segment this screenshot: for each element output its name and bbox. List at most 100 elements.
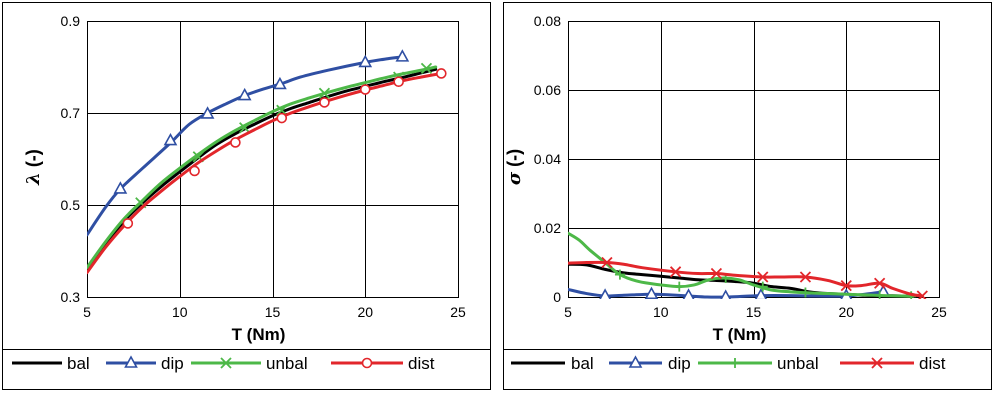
legend-label-dip: dip [161,354,184,373]
plot-area [568,21,940,298]
data-point-dist [230,137,241,148]
legend-label-bal: bal [571,354,594,373]
series-dip [568,284,891,299]
series-line-dip [87,55,404,237]
series-unbal [87,62,438,270]
data-point-dist [601,256,613,269]
legend-label-dist: dist [408,354,435,373]
data-point-dip [200,106,215,119]
data-point-dip [754,287,767,299]
legend-label-dist: dist [919,354,946,373]
legend-marker-dist [361,357,373,369]
legend-marker-dip [124,355,138,368]
y-tick-label: 0.3 [61,289,81,305]
series-line-dip [568,287,885,299]
y-tick-label: 0.06 [534,82,561,98]
data-point-dip [644,286,659,299]
series-line-bal [87,67,438,273]
legend: bal dip unbal dist [2,349,490,373]
data-point-dist [189,165,200,177]
y-tick-label: 0.08 [534,13,561,29]
x-tick-label: 5 [564,304,572,320]
data-point-dist [840,279,852,292]
data-point-dip [682,288,695,299]
x-tick-label: 20 [357,304,373,320]
chart-panel-1: 5 10 15 20 25 0.3 0.5 0.7 0.9 T (Nm) λ (-) bal dip un… [2,2,491,390]
legend-label-unbal: unbal [266,354,308,373]
data-point-unbal [318,87,331,99]
y-axis-unit: (-) [23,149,43,172]
data-point-dip [720,289,731,299]
x-axis-title: T (Nm) [232,325,286,344]
data-point-dist [710,267,723,280]
chart-frame [503,2,992,390]
y-axis-unit: (-) [504,149,524,172]
data-point-dist [799,271,812,283]
y-axis-title: λ (-) [23,149,44,186]
x-tick-label: 15 [746,304,762,320]
y-tick-label: 0.9 [61,13,81,29]
x-tick-label: 5 [83,304,91,320]
series-bal [87,67,438,273]
legend-marker-dist [871,357,883,369]
data-point-dist [319,97,330,108]
data-point-unbal [614,269,625,280]
series-dist [568,256,928,299]
x-tick-label: 15 [265,304,281,320]
chart-frame [2,2,491,390]
data-point-dist [874,277,886,289]
y-tick-label: 0.02 [534,220,561,236]
plot-area [87,21,459,298]
x-tick-label: 25 [450,304,466,320]
chart-panel-2: 5 10 15 20 25 0 0.02 0.04 0.06 0.08 T (Nm) σ (-) bal… [503,2,992,390]
series-dip [87,49,410,237]
legend-label-bal: bal [67,354,90,373]
data-point-dist [359,84,371,95]
y-tick-label: 0.04 [534,151,561,167]
data-point-unbal [874,290,885,299]
data-point-unbal [757,281,768,292]
series-line-unbal [568,231,915,298]
x-tick-label: 10 [653,304,669,320]
data-point-unbal [420,62,433,75]
data-point-unbal [800,287,811,298]
legend-marker-unbal [730,358,740,368]
y-tick-label: 0.5 [61,197,81,213]
data-point-dip [237,87,252,101]
y-tick-label: 0.7 [61,105,81,121]
data-point-dip [163,132,178,146]
data-point-dip [395,49,410,62]
series-dist [87,68,447,275]
data-point-unbal [674,281,685,292]
y-axis-title: σ (-) [504,149,525,185]
data-point-dip [358,54,373,68]
data-point-dip [273,76,287,90]
legend-marker-unbal [220,357,232,369]
data-point-dist [916,290,928,299]
series-line-dist [87,71,443,275]
series-unbal [568,231,917,299]
data-point-dist [669,266,682,278]
legend-label-unbal: unbal [777,354,819,373]
legend: bal dip unbal dist [503,349,991,373]
y-tick-label: 0 [553,289,561,305]
data-point-dist [436,68,447,79]
data-point-dist [757,271,769,283]
data-point-unbal [239,122,251,134]
y-axis-symbol: λ [23,172,44,186]
data-point-dist [393,76,404,88]
data-point-dist [276,112,288,124]
legend-marker-dip [628,355,643,368]
data-point-dip [599,288,611,299]
data-point-dist [122,218,134,229]
x-tick-label: 10 [172,304,188,320]
x-tick-label: 25 [931,304,947,320]
data-point-dip [113,181,128,194]
y-axis-symbol: σ [504,171,525,185]
data-point-unbal [276,104,288,116]
legend-label-dip: dip [668,354,691,373]
x-axis-title: T (Nm) [713,325,767,344]
x-tick-label: 20 [838,304,854,320]
